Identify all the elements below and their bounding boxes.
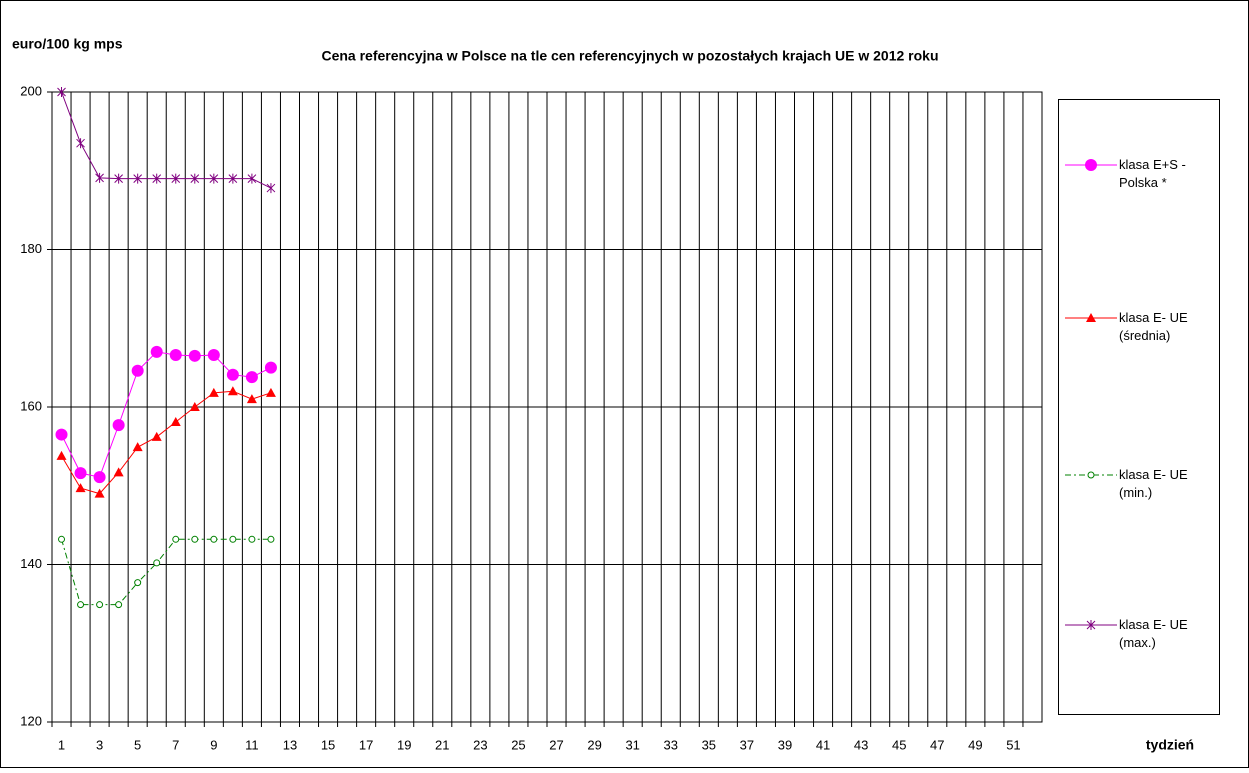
point-marker bbox=[152, 173, 162, 184]
x-tick-label: 3 bbox=[96, 737, 103, 752]
x-tick-label: 21 bbox=[435, 737, 449, 752]
point-marker bbox=[94, 488, 105, 498]
point-marker bbox=[114, 173, 123, 184]
x-tick-label: 17 bbox=[359, 737, 373, 752]
x-tick-label: 49 bbox=[968, 737, 982, 752]
point-marker bbox=[74, 467, 87, 480]
point-marker bbox=[57, 87, 66, 97]
point-marker bbox=[210, 535, 218, 543]
point-marker bbox=[245, 371, 258, 384]
x-tick-label: 33 bbox=[664, 737, 678, 752]
point-marker bbox=[76, 138, 85, 149]
point-marker bbox=[1086, 620, 1096, 630]
point-marker bbox=[151, 431, 162, 441]
y-tick-label: 180 bbox=[20, 241, 42, 256]
legend-box bbox=[1058, 99, 1220, 715]
point-marker bbox=[229, 535, 237, 543]
point-marker bbox=[248, 535, 256, 543]
y-tick-label: 120 bbox=[20, 713, 42, 728]
legend-label: klasa E- UE (min.) bbox=[1119, 467, 1188, 500]
point-marker bbox=[265, 387, 276, 397]
x-tick-label: 15 bbox=[321, 737, 335, 752]
point-marker bbox=[113, 467, 124, 477]
point-marker bbox=[228, 173, 238, 184]
x-tick-label: 23 bbox=[473, 737, 487, 752]
point-marker bbox=[169, 349, 182, 362]
x-tick-label: 29 bbox=[587, 737, 601, 752]
chart-title: Cena referencyjna w Polsce na tle cen re… bbox=[321, 48, 938, 64]
x-tick-label: 9 bbox=[210, 737, 217, 752]
legend-item: klasa E+S - Polska * bbox=[1119, 157, 1186, 190]
point-marker bbox=[131, 364, 144, 377]
point-marker bbox=[77, 601, 85, 609]
point-marker bbox=[115, 601, 123, 609]
point-marker bbox=[189, 402, 200, 411]
point-marker bbox=[172, 535, 180, 543]
x-tick-label: 43 bbox=[854, 737, 868, 752]
x-tick-label: 51 bbox=[1006, 737, 1020, 752]
x-axis-label: tydzień bbox=[1146, 737, 1194, 753]
point-marker bbox=[133, 173, 143, 184]
series-line bbox=[61, 91, 272, 189]
x-tick-label: 31 bbox=[625, 737, 639, 752]
point-marker bbox=[188, 349, 201, 362]
point-marker bbox=[266, 183, 276, 194]
point-marker bbox=[264, 361, 277, 374]
x-tick-label: 35 bbox=[702, 737, 716, 752]
point-marker bbox=[226, 368, 239, 381]
x-tick-label: 11 bbox=[245, 737, 259, 752]
point-marker bbox=[190, 173, 200, 184]
legend-item: klasa E- UE (min.) bbox=[1119, 467, 1188, 500]
legend-item: klasa E- UE (max.) bbox=[1119, 617, 1188, 650]
y-axis-label: euro/100 kg mps bbox=[12, 36, 123, 52]
x-tick-label: 19 bbox=[397, 737, 411, 752]
x-tick-label: 7 bbox=[172, 737, 179, 752]
point-marker bbox=[246, 394, 257, 404]
point-marker bbox=[75, 483, 86, 493]
point-marker bbox=[247, 173, 257, 184]
x-tick-label: 13 bbox=[283, 737, 297, 752]
point-marker bbox=[95, 172, 104, 183]
y-tick-label: 140 bbox=[20, 556, 42, 571]
point-marker bbox=[209, 173, 219, 184]
point-marker bbox=[1087, 471, 1095, 479]
x-tick-label: 45 bbox=[892, 737, 906, 752]
point-marker bbox=[112, 419, 125, 432]
x-tick-label: 25 bbox=[511, 737, 525, 752]
y-tick-label: 160 bbox=[20, 398, 42, 413]
x-tick-label: 47 bbox=[930, 737, 944, 752]
point-marker bbox=[171, 173, 181, 184]
point-marker bbox=[132, 442, 143, 452]
point-marker bbox=[1086, 313, 1096, 322]
point-marker bbox=[191, 535, 199, 543]
point-marker bbox=[153, 559, 161, 567]
x-tick-label: 5 bbox=[134, 737, 141, 752]
point-marker bbox=[96, 601, 104, 609]
point-marker bbox=[170, 416, 181, 426]
point-marker bbox=[134, 579, 142, 587]
legend-label: klasa E- UE (max.) bbox=[1119, 617, 1188, 650]
x-tick-label: 37 bbox=[740, 737, 754, 752]
x-tick-label: 41 bbox=[816, 737, 830, 752]
legend-label: klasa E- UE (średnia) bbox=[1119, 310, 1188, 343]
point-marker bbox=[55, 428, 68, 441]
x-tick-label: 1 bbox=[58, 737, 65, 752]
point-marker bbox=[58, 535, 66, 543]
y-tick-label: 200 bbox=[20, 83, 42, 98]
point-marker bbox=[227, 386, 238, 396]
point-marker bbox=[93, 471, 106, 484]
legend-label: klasa E+S - Polska * bbox=[1119, 157, 1186, 190]
point-marker bbox=[207, 349, 220, 362]
point-marker bbox=[267, 535, 275, 543]
point-marker bbox=[56, 450, 67, 460]
legend-item: klasa E- UE (średnia) bbox=[1119, 310, 1188, 343]
point-marker bbox=[150, 345, 163, 358]
point-marker bbox=[208, 387, 219, 397]
point-marker bbox=[1085, 159, 1097, 171]
x-tick-label: 27 bbox=[549, 737, 563, 752]
x-tick-label: 39 bbox=[778, 737, 792, 752]
